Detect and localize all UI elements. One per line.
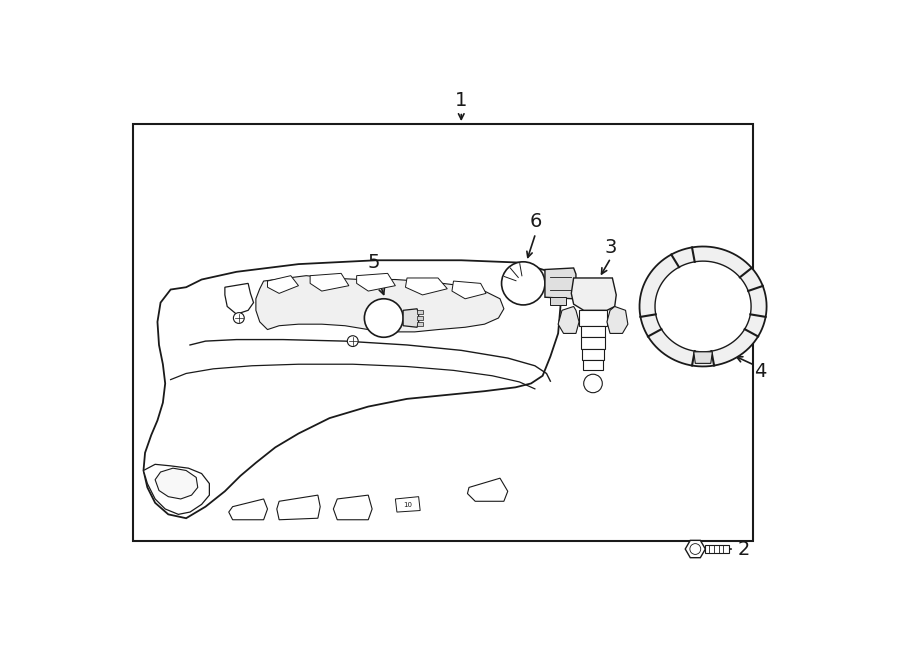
Polygon shape <box>694 352 713 364</box>
Text: 6: 6 <box>529 212 542 231</box>
Circle shape <box>364 299 403 337</box>
Polygon shape <box>143 464 210 514</box>
Polygon shape <box>143 260 561 518</box>
Polygon shape <box>558 307 579 333</box>
Polygon shape <box>581 337 605 349</box>
Circle shape <box>233 313 244 323</box>
Polygon shape <box>256 276 504 332</box>
Polygon shape <box>267 276 299 293</box>
Circle shape <box>584 374 602 393</box>
Polygon shape <box>579 310 607 326</box>
Polygon shape <box>277 495 320 520</box>
Polygon shape <box>333 495 372 520</box>
Text: 1: 1 <box>455 91 467 110</box>
Polygon shape <box>417 322 422 327</box>
Text: 3: 3 <box>605 238 617 256</box>
Polygon shape <box>607 307 628 333</box>
Polygon shape <box>356 274 395 291</box>
Text: 4: 4 <box>754 362 767 381</box>
Polygon shape <box>545 268 576 299</box>
Polygon shape <box>405 278 447 295</box>
Polygon shape <box>229 499 267 520</box>
Polygon shape <box>452 281 486 299</box>
Text: 5: 5 <box>367 253 380 272</box>
Polygon shape <box>580 326 606 337</box>
Polygon shape <box>655 261 751 352</box>
Polygon shape <box>417 316 422 321</box>
Text: 10: 10 <box>403 502 412 508</box>
Polygon shape <box>417 309 422 314</box>
Polygon shape <box>155 468 198 499</box>
Circle shape <box>347 336 358 346</box>
Circle shape <box>501 262 545 305</box>
Polygon shape <box>551 297 566 305</box>
Polygon shape <box>403 309 418 327</box>
Text: 2: 2 <box>738 539 751 559</box>
Polygon shape <box>582 349 604 360</box>
Bar <box>133 124 753 541</box>
Polygon shape <box>640 247 767 366</box>
Polygon shape <box>310 274 349 291</box>
Polygon shape <box>225 284 254 314</box>
Polygon shape <box>395 496 420 512</box>
Circle shape <box>690 543 701 555</box>
Polygon shape <box>706 545 729 553</box>
Polygon shape <box>467 478 508 501</box>
Polygon shape <box>685 540 706 558</box>
Polygon shape <box>572 278 616 310</box>
Polygon shape <box>583 360 603 370</box>
